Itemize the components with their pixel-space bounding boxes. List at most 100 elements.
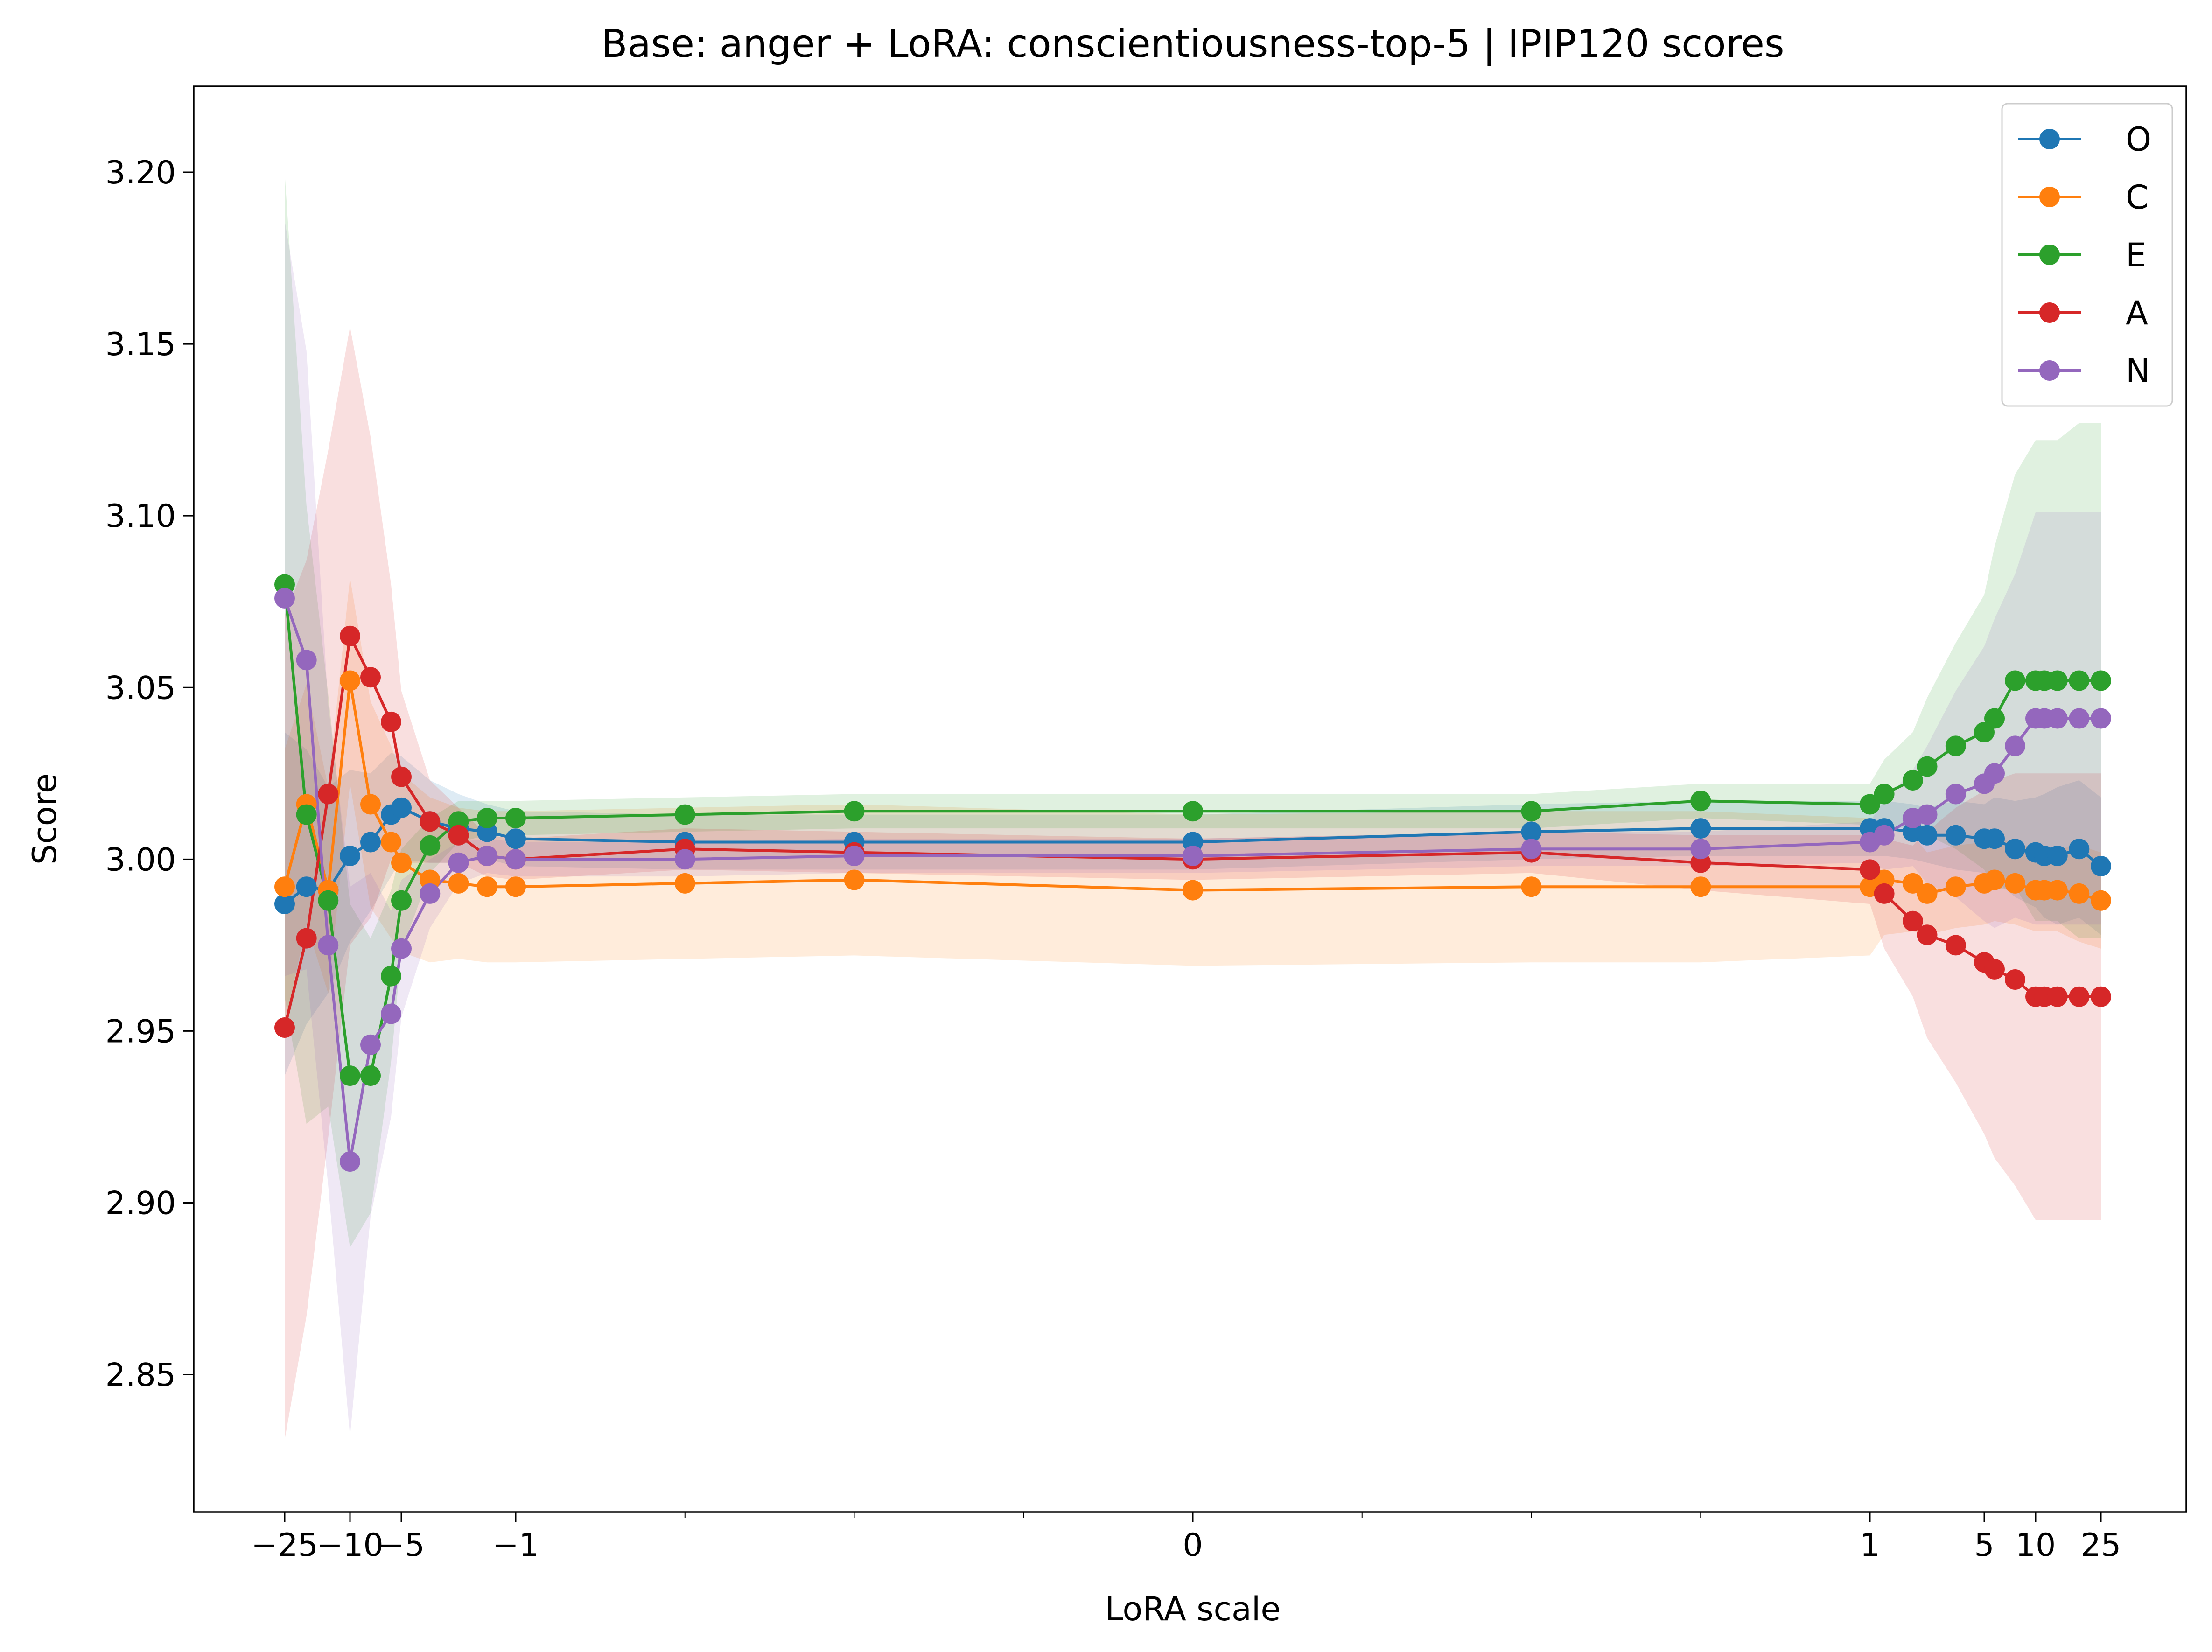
point-e [1902, 770, 1923, 791]
point-n [2047, 708, 2068, 729]
point-c [2069, 883, 2090, 904]
point-c [340, 670, 360, 691]
point-o [1984, 828, 2005, 849]
point-o [274, 894, 295, 914]
point-n [505, 849, 526, 870]
point-e [1521, 801, 1542, 822]
chart-title: Base: anger + LoRA: conscientiousness-to… [601, 22, 1784, 66]
legend-label-e: E [2126, 236, 2146, 274]
point-c [674, 873, 695, 894]
point-n [296, 650, 317, 671]
point-a [1984, 959, 2005, 980]
legend-label-a: A [2126, 294, 2148, 332]
x-tick-label: −25 [251, 1527, 318, 1564]
point-n [1945, 784, 1966, 805]
point-e [1874, 784, 1895, 805]
band-a [285, 327, 2101, 1440]
point-o [340, 846, 360, 866]
point-a [340, 625, 360, 646]
point-e [1945, 735, 1966, 756]
point-n [420, 883, 441, 904]
legend-marker-a [2039, 302, 2060, 323]
point-n [1984, 763, 2005, 784]
point-e [1860, 794, 1880, 815]
point-n [391, 938, 412, 959]
point-c [1690, 876, 1711, 897]
y-tick-label: 2.85 [105, 1357, 176, 1394]
point-a [2091, 986, 2111, 1007]
point-o [2069, 839, 2090, 860]
point-c [391, 852, 412, 873]
y-tick-label: 3.15 [105, 326, 176, 363]
point-a [2005, 969, 2025, 990]
point-n [1917, 804, 1938, 825]
y-axis-label: Score [26, 773, 64, 865]
point-a [381, 711, 401, 732]
point-a [1874, 883, 1895, 904]
point-e [318, 890, 339, 911]
point-a [2047, 986, 2068, 1007]
point-c [360, 794, 381, 815]
point-e [360, 1065, 381, 1086]
point-n [340, 1151, 360, 1172]
point-o [2091, 856, 2111, 876]
point-n [1874, 825, 1895, 846]
point-c [1183, 880, 1203, 901]
legend-label-n: N [2126, 352, 2150, 390]
point-a [1860, 859, 1880, 880]
point-c [476, 876, 497, 897]
point-n [2091, 708, 2111, 729]
point-o [2047, 846, 2068, 866]
point-a [1917, 924, 1938, 945]
point-o [1917, 825, 1938, 846]
point-c [1945, 876, 1966, 897]
point-n [1690, 839, 1711, 860]
point-e [381, 966, 401, 987]
band-c [285, 577, 2101, 1024]
point-c [1902, 873, 1923, 894]
point-c [1521, 876, 1542, 897]
point-n [1521, 839, 1542, 860]
point-e [340, 1065, 360, 1086]
point-o [1945, 825, 1966, 846]
point-n [360, 1034, 381, 1055]
point-n [381, 1003, 401, 1024]
legend-marker-o [2039, 129, 2060, 149]
legend-marker-e [2039, 245, 2060, 265]
point-e [844, 801, 865, 822]
point-n [476, 846, 497, 866]
y-tick-label: 3.05 [105, 670, 176, 707]
point-e [2069, 670, 2090, 691]
plot-frame [193, 85, 2187, 1513]
point-n [448, 852, 469, 873]
point-e [296, 804, 317, 825]
point-e [1984, 708, 2005, 729]
point-a [274, 1017, 295, 1038]
point-c [505, 876, 526, 897]
y-tick-label: 2.95 [105, 1013, 176, 1050]
x-tick-label: 1 [1860, 1527, 1880, 1564]
x-tick-label: 25 [2081, 1527, 2121, 1564]
legend-marker-n [2039, 360, 2060, 381]
y-tick-label: 3.20 [105, 154, 176, 191]
point-e [1690, 791, 1711, 812]
point-e [505, 808, 526, 828]
point-c [2005, 873, 2025, 894]
point-a [420, 811, 441, 832]
x-tick-label: 10 [2016, 1527, 2056, 1564]
point-o [360, 832, 381, 853]
point-e [476, 808, 497, 828]
point-e [391, 890, 412, 911]
point-c [2047, 880, 2068, 901]
y-tick-label: 3.00 [105, 841, 176, 878]
point-c [1917, 883, 1938, 904]
x-axis-label: LoRA scale [1105, 1590, 1281, 1628]
point-a [448, 825, 469, 846]
point-n [274, 588, 295, 609]
y-tick-label: 2.90 [105, 1185, 176, 1222]
point-a [318, 784, 339, 805]
point-a [296, 928, 317, 949]
point-o [505, 828, 526, 849]
